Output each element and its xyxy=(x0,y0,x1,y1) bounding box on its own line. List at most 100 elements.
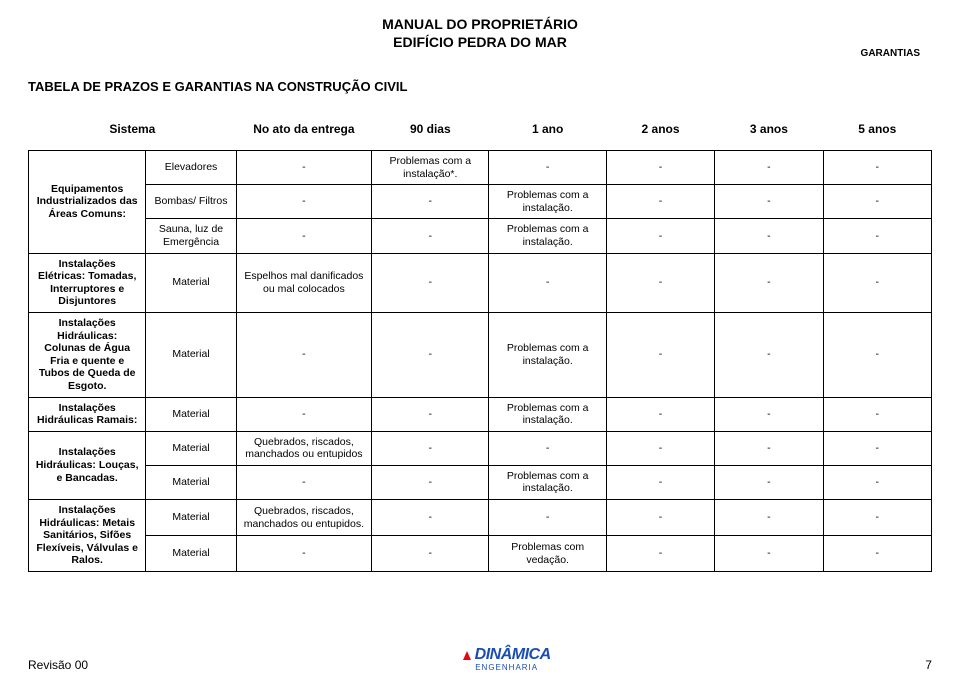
value-cell: - xyxy=(372,536,489,572)
section-label-top-right: GARANTIAS xyxy=(861,48,920,59)
value-cell: Quebrados, riscados, manchados ou entupi… xyxy=(236,500,371,536)
value-cell: - xyxy=(372,185,489,219)
page-footer: Revisão 00 DINÂMICA ENGENHARIA 7 xyxy=(0,647,960,672)
value-cell: - xyxy=(489,151,606,185)
value-cell: - xyxy=(823,397,931,431)
revision-label: Revisão 00 xyxy=(28,658,88,672)
doc-title-line2: EDIFÍCIO PEDRA DO MAR xyxy=(28,34,932,52)
logo-name: DINÂMICA xyxy=(475,647,551,663)
system-cell: Instalações Hidráulicas: Colunas de Água… xyxy=(29,312,146,397)
value-cell: - xyxy=(715,397,823,431)
value-cell: - xyxy=(823,151,931,185)
value-cell: - xyxy=(606,397,714,431)
value-cell: - xyxy=(823,219,931,253)
th-sistema: Sistema xyxy=(29,116,237,151)
doc-title-line1: MANUAL DO PROPRIETÁRIO xyxy=(28,16,932,34)
value-cell: - xyxy=(715,312,823,397)
value-cell: - xyxy=(823,185,931,219)
value-cell: Espelhos mal danificados ou mal colocado… xyxy=(236,253,371,312)
value-cell: - xyxy=(372,312,489,397)
value-cell: - xyxy=(606,536,714,572)
th-90dias: 90 dias xyxy=(372,116,489,151)
system-cell: Instalações Hidráulicas Ramais: xyxy=(29,397,146,431)
subitem-cell: Sauna, luz de Emergência xyxy=(146,219,236,253)
table-row: Instalações Elétricas: Tomadas, Interrup… xyxy=(29,253,932,312)
value-cell: - xyxy=(606,151,714,185)
section-title: TABELA DE PRAZOS E GARANTIAS NA CONSTRUÇ… xyxy=(28,79,932,94)
subitem-cell: Material xyxy=(146,465,236,499)
value-cell: - xyxy=(236,185,371,219)
subitem-cell: Material xyxy=(146,253,236,312)
value-cell: - xyxy=(606,219,714,253)
page-number: 7 xyxy=(925,658,932,672)
th-3anos: 3 anos xyxy=(715,116,823,151)
value-cell: - xyxy=(715,185,823,219)
subitem-cell: Material xyxy=(146,500,236,536)
table-row: Equipamentos Industrializados das Áreas … xyxy=(29,151,932,185)
table-row: Bombas/ Filtros--Problemas com a instala… xyxy=(29,185,932,219)
table-row: Instalações Hidráulicas: Louças, e Banca… xyxy=(29,431,932,465)
value-cell: - xyxy=(236,465,371,499)
value-cell: - xyxy=(606,431,714,465)
value-cell: - xyxy=(489,253,606,312)
company-logo: DINÂMICA ENGENHARIA xyxy=(463,647,551,672)
system-cell: Equipamentos Industrializados das Áreas … xyxy=(29,151,146,254)
value-cell: - xyxy=(372,500,489,536)
table-head: Sistema No ato da entrega 90 dias 1 ano … xyxy=(29,116,932,151)
table-row: Instalações Hidráulicas: Metais Sanitári… xyxy=(29,500,932,536)
th-5anos: 5 anos xyxy=(823,116,931,151)
value-cell: - xyxy=(606,185,714,219)
value-cell: Problemas com a instalação. xyxy=(489,219,606,253)
value-cell: - xyxy=(236,536,371,572)
value-cell: - xyxy=(606,465,714,499)
doc-title: MANUAL DO PROPRIETÁRIO EDIFÍCIO PEDRA DO… xyxy=(28,12,932,51)
value-cell: - xyxy=(823,253,931,312)
value-cell: - xyxy=(236,219,371,253)
table-row: Instalações Hidráulicas Ramais:Material-… xyxy=(29,397,932,431)
value-cell: Problemas com a instalação. xyxy=(489,312,606,397)
value-cell: Problemas com a instalação. xyxy=(489,397,606,431)
value-cell: - xyxy=(823,312,931,397)
value-cell: - xyxy=(489,500,606,536)
system-cell: Instalações Hidráulicas: Louças, e Banca… xyxy=(29,431,146,499)
logo-subtitle: ENGENHARIA xyxy=(475,664,538,672)
value-cell: - xyxy=(372,253,489,312)
value-cell: - xyxy=(489,431,606,465)
value-cell: - xyxy=(236,312,371,397)
value-cell: - xyxy=(715,536,823,572)
value-cell: - xyxy=(236,151,371,185)
table-body: Equipamentos Industrializados das Áreas … xyxy=(29,151,932,572)
value-cell: - xyxy=(606,312,714,397)
value-cell: Problemas com vedação. xyxy=(489,536,606,572)
value-cell: - xyxy=(372,397,489,431)
value-cell: - xyxy=(715,500,823,536)
value-cell: - xyxy=(823,500,931,536)
system-cell: Instalações Elétricas: Tomadas, Interrup… xyxy=(29,253,146,312)
subitem-cell: Material xyxy=(146,312,236,397)
subitem-cell: Bombas/ Filtros xyxy=(146,185,236,219)
warranty-table: Sistema No ato da entrega 90 dias 1 ano … xyxy=(28,116,932,572)
value-cell: Quebrados, riscados, manchados ou entupi… xyxy=(236,431,371,465)
table-row: Material--Problemas com a instalação.--- xyxy=(29,465,932,499)
table-row: Material--Problemas com vedação.--- xyxy=(29,536,932,572)
value-cell: - xyxy=(823,465,931,499)
th-1ano: 1 ano xyxy=(489,116,606,151)
table-row: Sauna, luz de Emergência--Problemas com … xyxy=(29,219,932,253)
value-cell: - xyxy=(715,253,823,312)
value-cell: - xyxy=(715,219,823,253)
logo-caret-icon xyxy=(463,651,471,660)
value-cell: - xyxy=(715,465,823,499)
value-cell: - xyxy=(606,500,714,536)
value-cell: - xyxy=(372,219,489,253)
th-2anos: 2 anos xyxy=(606,116,714,151)
value-cell: Problemas com a instalação. xyxy=(489,185,606,219)
value-cell: - xyxy=(823,536,931,572)
value-cell: - xyxy=(715,151,823,185)
subitem-cell: Elevadores xyxy=(146,151,236,185)
value-cell: Problemas com a instalação. xyxy=(489,465,606,499)
th-entrega: No ato da entrega xyxy=(236,116,371,151)
table-row: Instalações Hidráulicas: Colunas de Água… xyxy=(29,312,932,397)
value-cell: - xyxy=(372,465,489,499)
value-cell: - xyxy=(606,253,714,312)
value-cell: Problemas com a instalação*. xyxy=(372,151,489,185)
